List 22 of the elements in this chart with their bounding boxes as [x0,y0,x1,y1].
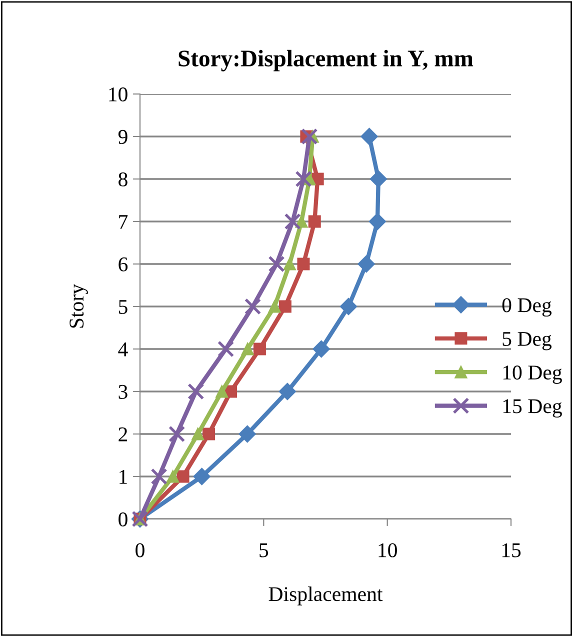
chart-title: Story:Displacement in Y, mm [178,50,474,72]
y-tick-label: 9 [118,130,128,144]
y-tick-label: 7 [119,215,128,229]
legend-label: 0 Deg [502,298,552,317]
x-tick-label: 0 [136,543,144,558]
y-tick-label: 4 [118,342,128,356]
y-tick-label: 6 [118,257,128,272]
y-tick-label: 3 [118,384,128,399]
x-tick-label: 10 [378,543,397,558]
x-axis-title: Displacement [268,586,383,606]
legend-label: 5 Deg [502,332,552,350]
legend-label: 10 Deg [503,366,562,384]
y-tick-label: 10 [109,87,128,102]
y-tick-label: 0 [118,512,128,526]
x-tick-label: 15 [502,543,521,558]
y-tick-label: 5 [118,300,128,314]
y-tick-label: 8 [118,172,128,186]
legend-label: 15 Deg [503,399,562,418]
y-tick-label: 2 [118,427,128,442]
y-axis-title: Story [70,284,88,328]
y-tick-label: 1 [120,470,127,484]
x-tick-label: 5 [260,543,268,558]
